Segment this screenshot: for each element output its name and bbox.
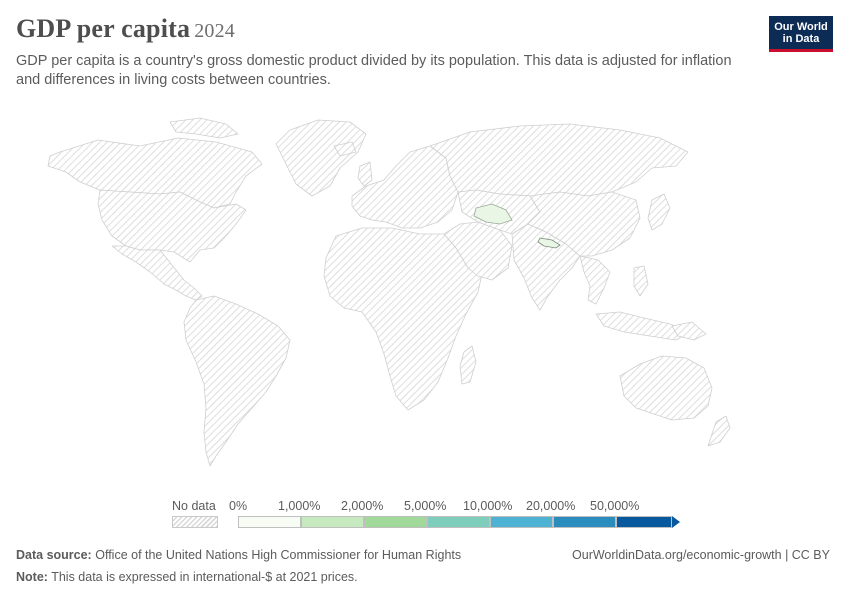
legend-bin-0[interactable] (238, 516, 301, 528)
arctic-islands-shape[interactable] (169, 117, 239, 139)
owid-logo[interactable]: Our World in Data (769, 16, 833, 52)
middle-east-shape[interactable] (443, 221, 513, 281)
legend-bin-1[interactable] (301, 516, 364, 528)
uk-shape[interactable] (357, 161, 373, 187)
chart-title: GDP per capita 2024 (16, 14, 235, 44)
turkmenistan-shape[interactable] (473, 203, 513, 225)
legend-label-2: 2,000% (341, 499, 384, 513)
legend-label-3: 5,000% (404, 499, 447, 513)
mexico-shape[interactable] (111, 245, 203, 301)
legend-nodata-swatch[interactable] (172, 516, 218, 528)
japan-shape[interactable] (647, 193, 671, 231)
source-link[interactable]: Office of the United Nations High Commis… (95, 548, 462, 562)
australia-shape[interactable] (619, 355, 713, 421)
legend: No data 0% 1,000% 2,000% 5,000% 10,000% … (0, 492, 850, 532)
legend-nodata-label: No data (172, 499, 216, 513)
logo-line-1: Our World (774, 20, 828, 33)
southeast-asia-shape[interactable] (579, 255, 611, 305)
world-map (47, 117, 731, 467)
legend-label-0: 0% (229, 499, 248, 513)
png-shape[interactable] (671, 321, 707, 341)
title-year: 2024 (194, 20, 236, 42)
madagascar-shape[interactable] (459, 345, 477, 385)
legend-label-1: 1,000% (278, 499, 321, 513)
greenland-shape[interactable] (275, 119, 367, 197)
note: Note: This data is expressed in internat… (16, 570, 358, 584)
iceland-shape[interactable] (333, 141, 357, 157)
legend-label-5: 20,000% (526, 499, 576, 513)
owid-url-link[interactable]: OurWorldinData.org/economic-growth | CC … (572, 548, 830, 562)
china-shape[interactable] (527, 191, 641, 257)
russia-shape[interactable] (429, 123, 689, 197)
note-label: Note: (16, 570, 48, 584)
chart-subtitle: GDP per capita is a country's gross dome… (16, 53, 732, 88)
legend-bin-2[interactable] (364, 516, 427, 528)
legend-bin-6[interactable] (616, 516, 672, 528)
nepal-shape[interactable] (537, 237, 561, 249)
legend-arrow-icon (672, 516, 680, 528)
africa-shape[interactable] (323, 227, 483, 411)
europe-shape[interactable] (351, 145, 459, 229)
logo-line-2: in Data (782, 32, 820, 45)
south-america-shape[interactable] (183, 295, 291, 467)
legend-bin-3[interactable] (427, 516, 490, 528)
legend-bin-5[interactable] (553, 516, 616, 528)
note-text: This data is expressed in international-… (51, 570, 358, 584)
source-label: Data source: (16, 548, 92, 562)
usa-shape[interactable] (97, 189, 247, 263)
data-source: Data source: Office of the United Nation… (16, 548, 461, 562)
philippines-shape[interactable] (633, 265, 649, 297)
legend-label-4: 10,000% (463, 499, 513, 513)
title-text: GDP per capita (16, 14, 191, 43)
new-zealand-shape[interactable] (707, 415, 731, 447)
legend-bin-4[interactable] (490, 516, 553, 528)
legend-label-6: 50,000% (590, 499, 640, 513)
